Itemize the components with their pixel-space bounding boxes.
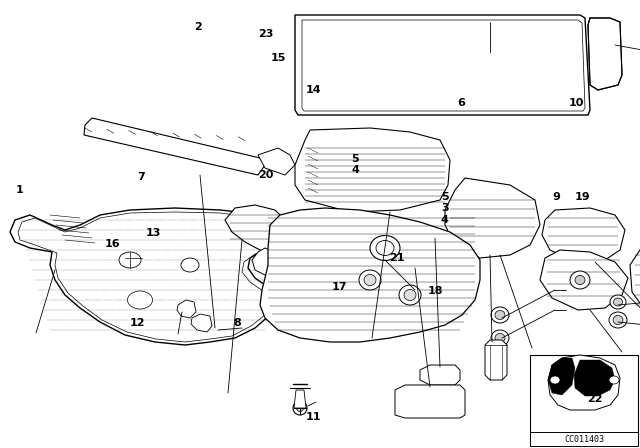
Text: 7: 7 (137, 172, 145, 182)
Text: 6: 6 (457, 98, 465, 108)
Ellipse shape (491, 330, 509, 346)
Text: 10: 10 (568, 98, 584, 108)
Polygon shape (295, 128, 450, 212)
Polygon shape (485, 340, 507, 380)
Ellipse shape (293, 401, 307, 415)
Text: CC011403: CC011403 (564, 435, 604, 444)
Polygon shape (302, 20, 585, 111)
Ellipse shape (609, 312, 627, 328)
Text: 15: 15 (271, 53, 286, 63)
Text: 18: 18 (428, 286, 443, 296)
Ellipse shape (119, 252, 141, 268)
Polygon shape (630, 245, 640, 320)
Ellipse shape (127, 291, 152, 309)
Polygon shape (548, 355, 620, 410)
Polygon shape (225, 205, 290, 252)
Polygon shape (191, 314, 212, 332)
Polygon shape (445, 178, 540, 258)
Text: 21: 21 (389, 253, 404, 263)
Polygon shape (574, 360, 615, 396)
Polygon shape (420, 365, 460, 385)
Polygon shape (395, 385, 465, 418)
Text: 5: 5 (351, 154, 359, 164)
Ellipse shape (399, 285, 421, 305)
Text: 22: 22 (588, 394, 603, 404)
Ellipse shape (495, 333, 505, 343)
Polygon shape (258, 148, 295, 175)
Ellipse shape (296, 405, 303, 412)
Text: 8: 8 (233, 318, 241, 327)
Ellipse shape (550, 376, 560, 384)
Bar (530, 432, 638, 446)
Text: 19: 19 (575, 192, 590, 202)
Ellipse shape (491, 307, 509, 323)
Text: 23: 23 (258, 29, 273, 39)
Text: 12: 12 (130, 318, 145, 327)
Text: 16: 16 (104, 239, 120, 249)
Polygon shape (252, 248, 280, 275)
Text: 13: 13 (146, 228, 161, 238)
Ellipse shape (181, 258, 199, 272)
Text: 4: 4 (351, 165, 359, 175)
Ellipse shape (364, 275, 376, 285)
Text: 17: 17 (332, 282, 347, 292)
Ellipse shape (609, 376, 619, 384)
Text: 3: 3 (441, 203, 449, 213)
Ellipse shape (495, 310, 505, 319)
Text: 1: 1 (15, 185, 23, 195)
Ellipse shape (404, 289, 416, 301)
Text: 4: 4 (441, 215, 449, 224)
Ellipse shape (610, 295, 626, 309)
Bar (530, 355, 638, 445)
Text: 20: 20 (258, 170, 273, 180)
Polygon shape (540, 250, 628, 310)
Polygon shape (295, 15, 590, 115)
Ellipse shape (570, 271, 590, 289)
Ellipse shape (376, 241, 394, 255)
Ellipse shape (613, 315, 623, 324)
Ellipse shape (370, 236, 400, 260)
Text: 9: 9 (553, 192, 561, 202)
Polygon shape (548, 358, 575, 395)
Text: 14: 14 (306, 85, 321, 95)
Ellipse shape (359, 270, 381, 290)
Text: 5: 5 (441, 192, 449, 202)
Ellipse shape (575, 276, 585, 284)
Text: 2: 2 (195, 22, 202, 32)
Polygon shape (588, 18, 622, 90)
Polygon shape (177, 300, 196, 318)
Text: 11: 11 (306, 412, 321, 422)
Polygon shape (10, 208, 300, 345)
Polygon shape (260, 208, 480, 342)
Polygon shape (84, 118, 265, 175)
Polygon shape (294, 390, 306, 408)
Ellipse shape (614, 298, 623, 306)
Polygon shape (18, 212, 293, 342)
Polygon shape (542, 208, 625, 262)
